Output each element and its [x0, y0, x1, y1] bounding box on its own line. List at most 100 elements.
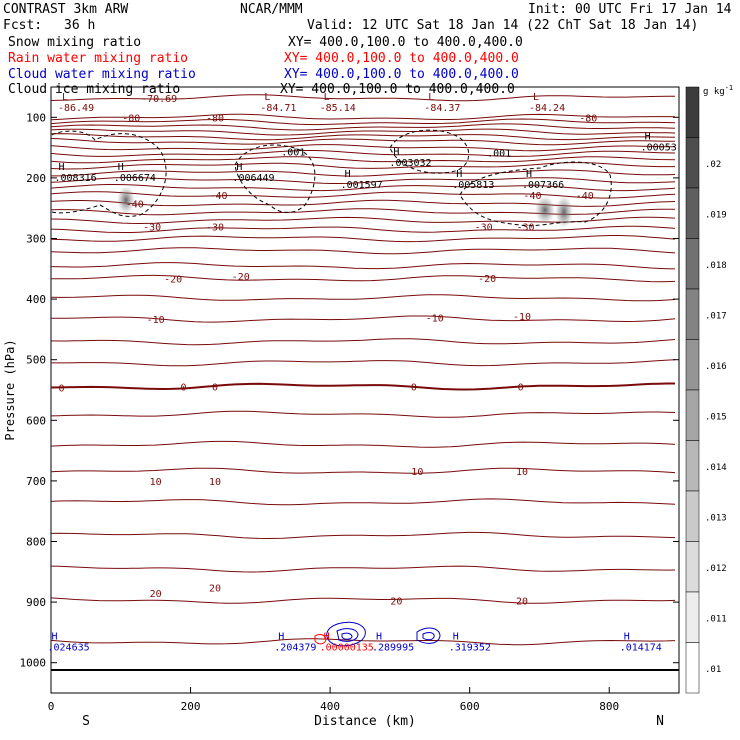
contour-label: -30	[516, 222, 534, 233]
ice-cloud-outlines	[51, 129, 612, 647]
extremum-value: .005813	[452, 180, 494, 191]
extremum-value: .289995	[372, 643, 414, 654]
colorbar-cell	[685, 86, 700, 138]
extremum-mark: H	[278, 632, 284, 643]
isotherm-line	[51, 184, 676, 192]
colorbar-cell	[685, 288, 700, 340]
colorbar-tick-label: .01	[705, 665, 721, 675]
contour-label: -20	[232, 272, 250, 283]
isotherm-line	[51, 128, 676, 136]
extremum-value: .003032	[389, 158, 431, 169]
y-axis-title: Pressure (hPa)	[3, 339, 17, 440]
extremum-mark: L	[428, 92, 434, 103]
colorbar-unit: g kg-1	[703, 84, 733, 97]
valid-time: Valid: 12 UTC Sat 18 Jan 14 (22 ChT Sat …	[307, 18, 698, 33]
isotherm-line	[51, 274, 676, 283]
contour-label: 20	[150, 589, 162, 600]
y-tick-label: 500	[26, 354, 46, 367]
cloud-water-contour-d	[416, 627, 441, 644]
y-tick-label: 900	[26, 596, 46, 609]
isotherm-line	[51, 294, 676, 302]
extremum-value: .001597	[341, 180, 383, 191]
x-tick-label: 200	[181, 700, 201, 713]
contour-label: -10	[513, 312, 531, 323]
colorbar-tick-label: .017	[705, 311, 727, 321]
extremum-mark: H	[393, 147, 399, 158]
contour-label: -20	[478, 274, 496, 285]
x-tick-label: 0	[48, 700, 55, 713]
y-tick-label: 200	[26, 172, 46, 185]
contour-label: -80	[579, 113, 597, 124]
extremum-value: .006674	[114, 173, 156, 184]
isotherm-line	[51, 113, 676, 121]
extremum-value: .006449	[232, 173, 274, 184]
isotherm-line	[51, 133, 676, 141]
isotherm-line	[51, 467, 676, 474]
isotherm-line	[51, 440, 676, 448]
colorbar-tick-label: .011	[705, 614, 727, 624]
colorbar-cell	[685, 187, 700, 239]
colorbar-cell	[685, 238, 700, 290]
contour-label: 20	[516, 596, 528, 607]
extremum-mark: H	[345, 169, 351, 180]
isotherm-line	[51, 162, 675, 170]
extremum-value: -85.14	[320, 103, 356, 114]
isotherm-line	[51, 531, 676, 540]
extremum-value: -84.24	[529, 103, 565, 114]
contour-label: -40	[209, 191, 227, 202]
isotherm-line	[51, 191, 676, 199]
extremum-value: .008316	[54, 173, 96, 184]
contour-label: -70.69	[141, 94, 177, 105]
isotherm-line	[51, 247, 676, 255]
rain-contour	[314, 634, 327, 645]
contour-label: 10	[209, 477, 221, 488]
contour-label: 0	[212, 382, 218, 393]
extremum-value: -84.37	[424, 103, 460, 114]
contour-label: -80	[206, 113, 224, 124]
isotherm-line	[51, 123, 676, 131]
isotherm-line	[51, 144, 675, 152]
x-tick-label: 600	[460, 700, 480, 713]
isotherm-line	[51, 225, 676, 233]
colorbar-tick-label: .016	[705, 362, 727, 372]
snow-core-right-b	[555, 196, 573, 228]
isotherm-line	[51, 94, 675, 102]
legend-snow-xy: XY= 400.0,100.0 to 400.0,400.0	[288, 35, 523, 50]
extremum-mark: H	[324, 632, 330, 643]
colorbar-tick-label: .012	[705, 564, 727, 574]
contour-label: 20	[390, 596, 402, 607]
colorbar-cell	[685, 389, 700, 441]
legend: Snow mixing ratio XY= 400.0,100.0 to 400…	[8, 35, 523, 97]
cloud-water-contour-e	[422, 632, 435, 641]
x-axis-left-end: S	[82, 714, 90, 729]
chart-title: CONTRAST 3km ARW	[3, 2, 128, 17]
cloud-water-contour-a	[326, 621, 366, 647]
isotherm-line	[51, 118, 676, 126]
contour-label: -40	[523, 191, 541, 202]
isotherm-line	[51, 150, 676, 157]
isotherm-line	[51, 565, 676, 573]
colorbar-tick-label: .013	[705, 513, 727, 523]
snow-core-left	[117, 186, 135, 214]
contour-label: -10	[147, 315, 165, 326]
extremum-mark: H	[526, 169, 532, 180]
contour-label: -30	[206, 222, 224, 233]
extremum-mark: H	[376, 632, 382, 643]
colorbar-tick-label: .02	[705, 160, 721, 170]
isotherm-line	[51, 597, 676, 604]
isotherm-line	[51, 169, 676, 177]
contour-label: 10	[516, 467, 528, 478]
ice-cloud-right	[459, 161, 612, 227]
extremum-mark: H	[52, 632, 58, 643]
contour-label: 20	[209, 584, 221, 595]
extremum-value: .00000135	[320, 643, 374, 654]
ice-cloud-left	[51, 130, 167, 217]
contour-label: 0	[181, 382, 187, 393]
colorbar-cell	[685, 339, 700, 391]
isotherm-line	[51, 359, 676, 367]
extremum-value: .024635	[48, 643, 90, 654]
extremum-mark: H	[236, 162, 242, 173]
extremum-mark: H	[456, 169, 462, 180]
x-tick-label: 400	[320, 700, 340, 713]
isotherm-line	[51, 338, 676, 346]
